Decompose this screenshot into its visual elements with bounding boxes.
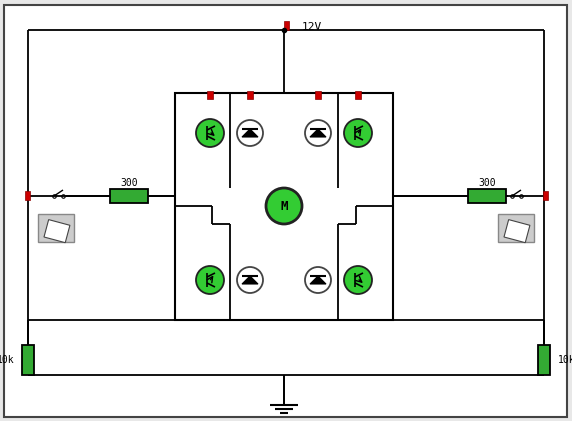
Bar <box>22 345 34 375</box>
Polygon shape <box>310 276 326 284</box>
Text: M: M <box>280 200 288 213</box>
Bar <box>25 191 30 200</box>
Circle shape <box>237 120 263 146</box>
Bar <box>468 189 506 203</box>
Bar <box>538 345 550 375</box>
Polygon shape <box>242 276 258 284</box>
Bar <box>110 189 148 203</box>
Polygon shape <box>242 129 258 137</box>
Bar <box>247 91 253 99</box>
Text: 10k: 10k <box>0 355 14 365</box>
Ellipse shape <box>344 266 372 294</box>
Circle shape <box>266 188 302 224</box>
Bar <box>175 93 393 320</box>
Circle shape <box>305 267 331 293</box>
Polygon shape <box>310 129 326 137</box>
Text: 10k: 10k <box>558 355 572 365</box>
Bar <box>207 91 213 99</box>
Circle shape <box>305 120 331 146</box>
Bar <box>38 214 74 242</box>
Bar <box>504 220 530 242</box>
Bar <box>44 220 70 242</box>
Ellipse shape <box>196 266 224 294</box>
Bar <box>355 91 361 99</box>
Text: 12V: 12V <box>302 22 322 32</box>
Circle shape <box>237 267 263 293</box>
Text: 300: 300 <box>120 178 138 188</box>
Bar <box>498 214 534 242</box>
Text: 300: 300 <box>478 178 496 188</box>
Bar <box>543 191 548 200</box>
Ellipse shape <box>196 119 224 147</box>
Ellipse shape <box>344 119 372 147</box>
Bar <box>284 21 289 30</box>
Bar <box>315 91 321 99</box>
